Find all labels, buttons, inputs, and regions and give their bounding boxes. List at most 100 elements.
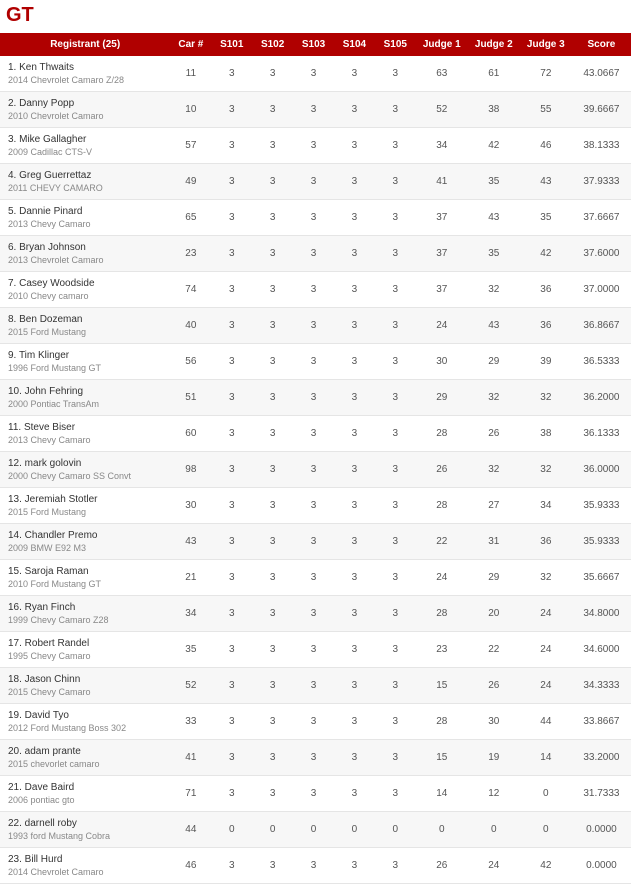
cell-score: 0.0000 [572,812,631,848]
cell-car-no: 52 [170,668,211,704]
col-judge3[interactable]: Judge 3 [520,33,572,56]
registrant-name: 2. Danny Popp [8,98,166,109]
cell-s105: 3 [375,308,416,344]
registrant-car: 2015 Ford Mustang [8,507,166,517]
cell-registrant: 10. John Fehring2000 Pontiac TransAm [0,380,170,416]
registrant-name: 4. Greg Guerrettaz [8,170,166,181]
cell-s101: 3 [211,92,252,128]
registrant-name: 3. Mike Gallagher [8,134,166,145]
table-row: 14. Chandler Premo2009 BMW E92 M34333333… [0,524,631,560]
registrant-car: 2006 pontiac gto [8,795,166,805]
col-s105[interactable]: S105 [375,33,416,56]
cell-s102: 3 [252,308,293,344]
cell-s104: 3 [334,668,375,704]
cell-registrant: 19. David Tyo2012 Ford Mustang Boss 302 [0,704,170,740]
registrant-car: 2015 Chevy Camaro [8,687,166,697]
cell-s104: 3 [334,380,375,416]
cell-score: 0.0000 [572,848,631,884]
cell-s102: 0 [252,812,293,848]
cell-judge1: 15 [416,740,468,776]
cell-judge3: 46 [520,128,572,164]
cell-s102: 3 [252,128,293,164]
cell-score: 38.1333 [572,128,631,164]
cell-s104: 3 [334,236,375,272]
cell-s103: 0 [293,812,334,848]
col-s104[interactable]: S104 [334,33,375,56]
cell-judge1: 14 [416,776,468,812]
cell-judge2: 38 [468,92,520,128]
cell-s102: 3 [252,200,293,236]
cell-s104: 3 [334,452,375,488]
cell-judge2: 26 [468,668,520,704]
registrant-car: 2015 chevorlet camaro [8,759,166,769]
cell-s101: 0 [211,812,252,848]
table-row: 23. Bill Hurd2014 Chevrolet Camaro463333… [0,848,631,884]
cell-judge2: 61 [468,56,520,92]
table-row: 11. Steve Biser2013 Chevy Camaro60333332… [0,416,631,452]
registrant-name: 17. Robert Randel [8,638,166,649]
cell-judge1: 37 [416,200,468,236]
registrant-car: 1999 Chevy Camaro Z28 [8,615,166,625]
cell-s103: 3 [293,632,334,668]
cell-judge2: 22 [468,632,520,668]
cell-s101: 3 [211,344,252,380]
col-s101[interactable]: S101 [211,33,252,56]
cell-car-no: 21 [170,560,211,596]
cell-car-no: 60 [170,416,211,452]
table-row: 19. David Tyo2012 Ford Mustang Boss 302 3… [0,704,631,740]
cell-judge1: 24 [416,560,468,596]
cell-s103: 3 [293,524,334,560]
cell-s103: 3 [293,272,334,308]
col-car-no[interactable]: Car # [170,33,211,56]
cell-car-no: 56 [170,344,211,380]
cell-registrant: 6. Bryan Johnson2013 Chevrolet Camaro [0,236,170,272]
cell-judge3: 0 [520,776,572,812]
cell-registrant: 15. Saroja Raman2010 Ford Mustang GT [0,560,170,596]
cell-s103: 3 [293,776,334,812]
cell-judge2: 19 [468,740,520,776]
cell-s102: 3 [252,740,293,776]
registrant-car: 2009 BMW E92 M3 [8,543,166,553]
cell-judge1: 28 [416,488,468,524]
table-row: 15. Saroja Raman2010 Ford Mustang GT2133… [0,560,631,596]
cell-s105: 3 [375,848,416,884]
cell-s104: 3 [334,308,375,344]
table-row: 22. darnell roby1993 ford Mustang Cobra4… [0,812,631,848]
cell-judge3: 38 [520,416,572,452]
col-score[interactable]: Score [572,33,631,56]
col-registrant[interactable]: Registrant (25) [0,33,170,56]
cell-s101: 3 [211,488,252,524]
table-row: 13. Jeremiah Stotler2015 Ford Mustang303… [0,488,631,524]
cell-s104: 3 [334,272,375,308]
cell-registrant: 22. darnell roby1993 ford Mustang Cobra [0,812,170,848]
cell-s104: 3 [334,416,375,452]
col-judge2[interactable]: Judge 2 [468,33,520,56]
cell-judge1: 28 [416,704,468,740]
cell-s102: 3 [252,596,293,632]
col-judge1[interactable]: Judge 1 [416,33,468,56]
table-row: 7. Casey Woodside2010 Chevy camaro743333… [0,272,631,308]
cell-s105: 3 [375,632,416,668]
registrant-car: 2013 Chevrolet Camaro [8,255,166,265]
cell-s103: 3 [293,704,334,740]
cell-s104: 3 [334,848,375,884]
cell-car-no: 43 [170,524,211,560]
table-row: 20. adam prante2015 chevorlet camaro4133… [0,740,631,776]
registrant-name: 1. Ken Thwaits [8,62,166,73]
col-s102[interactable]: S102 [252,33,293,56]
cell-judge2: 31 [468,524,520,560]
table-row: 21. Dave Baird2006 pontiac gto7133333141… [0,776,631,812]
cell-s101: 3 [211,164,252,200]
table-row: 16. Ryan Finch1999 Chevy Camaro Z2834333… [0,596,631,632]
table-row: 12. mark golovin2000 Chevy Camaro SS Con… [0,452,631,488]
cell-s102: 3 [252,524,293,560]
cell-s105: 3 [375,236,416,272]
cell-judge2: 43 [468,200,520,236]
cell-registrant: 8. Ben Dozeman2015 Ford Mustang [0,308,170,344]
cell-car-no: 11 [170,56,211,92]
registrant-car: 2000 Pontiac TransAm [8,399,166,409]
col-s103[interactable]: S103 [293,33,334,56]
registrant-name: 16. Ryan Finch [8,602,166,613]
registrant-car: 2013 Chevy Camaro [8,435,166,445]
cell-s103: 3 [293,452,334,488]
